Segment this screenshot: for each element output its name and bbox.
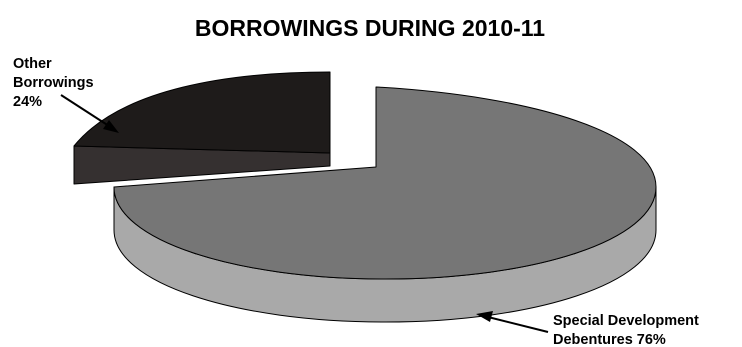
special-development-label-line-2: Debentures 76% — [553, 332, 666, 347]
special-development-label-line-1: Special Development — [553, 313, 699, 329]
special-development-top — [113, 86, 657, 280]
other-borrowings-label-line-1: Other — [13, 56, 52, 72]
other-borrowings-leader-line — [60, 94, 113, 129]
special-development-slice — [113, 86, 657, 323]
special-development-label: Special Development Debentures 76% — [553, 313, 699, 347]
other-borrowings-top — [73, 71, 331, 154]
special-development-leader-line — [483, 315, 549, 333]
other-borrowings-leader-arrow — [60, 94, 119, 133]
other-borrowings-arrowhead — [103, 120, 119, 133]
chart-title: BORROWINGS DURING 2010-11 — [195, 15, 545, 41]
other-borrowings-label-line-3: 24% — [13, 94, 42, 110]
other-borrowings-slice — [73, 71, 331, 185]
other-borrowings-label: Other Borrowings 24% — [13, 56, 94, 110]
other-borrowings-label-line-2: Borrowings — [13, 75, 94, 91]
special-development-leader-arrow — [476, 311, 549, 333]
special-development-arrowhead — [476, 311, 493, 322]
